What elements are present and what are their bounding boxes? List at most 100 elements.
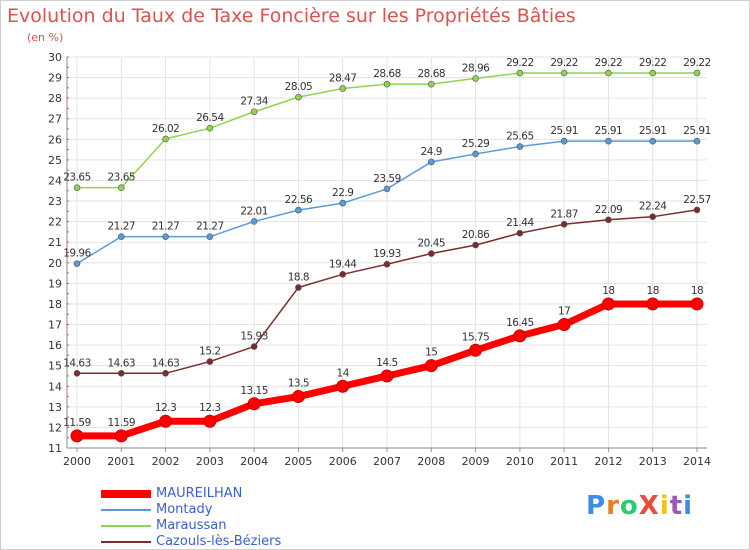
data-label-1: 19.96 xyxy=(63,248,91,260)
data-label-1: 22.56 xyxy=(285,194,313,206)
series-point-0 xyxy=(336,379,350,393)
data-label-1: 25.65 xyxy=(506,131,534,143)
data-label-2: 28.68 xyxy=(373,68,401,80)
series-point-1 xyxy=(560,137,568,145)
data-label-3: 15.93 xyxy=(240,331,268,343)
series-point-2 xyxy=(649,69,657,77)
data-label-0: 12.3 xyxy=(199,402,220,414)
data-label-1: 25.91 xyxy=(550,125,578,137)
x-tick-label: 2002 xyxy=(152,455,180,468)
brand-letter: X xyxy=(638,491,660,521)
series-point-0 xyxy=(114,429,128,443)
chart-title: Evolution du Taux de Taxe Foncière sur l… xyxy=(7,5,576,27)
data-label-2: 26.54 xyxy=(196,112,224,124)
data-label-0: 12.3 xyxy=(155,402,176,414)
series-point-2 xyxy=(560,69,568,77)
y-tick-label: 26 xyxy=(48,133,62,146)
series-point-1 xyxy=(250,218,258,225)
brand-letter: o xyxy=(619,491,639,521)
series-point-2 xyxy=(605,69,612,77)
series-point-2 xyxy=(383,80,391,88)
data-label-1: 21.27 xyxy=(152,221,180,233)
y-tick-label: 17 xyxy=(48,319,62,332)
data-label-0: 16.45 xyxy=(506,317,534,329)
data-label-1: 21.27 xyxy=(196,221,224,233)
legend-label: Cazouls-lès-Béziers xyxy=(156,534,282,549)
x-tick-label: 2000 xyxy=(63,455,91,468)
brand-letter: t xyxy=(669,491,684,521)
series-point-0 xyxy=(291,390,305,404)
legend-label: Maraussan xyxy=(156,518,227,533)
y-tick-label: 29 xyxy=(48,72,62,85)
series-point-3 xyxy=(560,221,568,228)
data-label-0: 11.59 xyxy=(108,417,136,429)
series-point-3 xyxy=(339,271,347,278)
y-tick-label: 14 xyxy=(48,380,62,393)
data-label-2: 23.65 xyxy=(63,172,91,184)
y-tick-label: 16 xyxy=(48,339,62,352)
x-tick-label: 2014 xyxy=(683,455,711,468)
y-tick-label: 19 xyxy=(48,277,62,290)
data-label-0: 15 xyxy=(425,347,437,359)
series-point-3 xyxy=(427,250,435,257)
y-tick-label: 25 xyxy=(48,154,62,167)
brand-logo: ProXiti xyxy=(586,491,693,521)
series-point-2 xyxy=(427,80,435,88)
y-tick-label: 27 xyxy=(48,113,62,126)
data-label-1: 25.91 xyxy=(683,125,711,137)
x-tick-label: 2008 xyxy=(417,455,445,468)
series-point-2 xyxy=(472,75,479,82)
x-tick-label: 2005 xyxy=(284,455,312,468)
y-tick-label: 12 xyxy=(48,421,62,434)
legend-swatch xyxy=(101,541,151,543)
data-label-2: 28.05 xyxy=(285,81,313,93)
data-label-1: 25.91 xyxy=(595,125,623,137)
series-point-2 xyxy=(295,93,302,101)
data-label-2: 29.22 xyxy=(506,57,534,69)
brand-letter: r xyxy=(606,491,620,521)
data-label-3: 14.63 xyxy=(108,357,136,369)
series-point-3 xyxy=(383,260,391,268)
data-label-2: 26.02 xyxy=(152,123,180,135)
data-label-3: 22.09 xyxy=(595,204,623,216)
y-tick-label: 13 xyxy=(48,401,62,414)
legend-label: Montady xyxy=(156,502,213,517)
series-point-2 xyxy=(250,108,258,116)
data-label-2: 29.22 xyxy=(595,57,623,69)
data-label-3: 14.63 xyxy=(152,357,180,369)
series-point-3 xyxy=(693,206,701,214)
y-tick-label: 22 xyxy=(48,216,62,229)
series-point-2 xyxy=(73,184,81,191)
series-point-3 xyxy=(516,229,524,237)
legend-swatch xyxy=(101,509,151,511)
data-label-3: 22.24 xyxy=(639,201,667,213)
series-point-1 xyxy=(339,199,347,207)
series-point-0 xyxy=(424,359,438,373)
series-point-2 xyxy=(516,69,524,77)
series-point-1 xyxy=(206,233,214,240)
series-point-1 xyxy=(693,137,701,145)
data-label-3: 21.44 xyxy=(506,217,534,229)
brand-letter: i xyxy=(683,491,694,521)
brand-letter: P xyxy=(586,491,607,521)
data-label-0: 13.15 xyxy=(240,385,268,397)
series-point-0 xyxy=(70,429,84,443)
series-point-0 xyxy=(513,329,527,343)
legend-swatch xyxy=(101,490,151,498)
series-point-1 xyxy=(472,150,479,158)
y-tick-label: 28 xyxy=(48,92,62,105)
data-label-0: 17 xyxy=(558,306,570,318)
x-tick-label: 2013 xyxy=(639,455,667,468)
y-tick-label: 24 xyxy=(48,174,62,187)
series-point-3 xyxy=(117,369,125,377)
x-tick-label: 2012 xyxy=(594,455,622,468)
series-point-1 xyxy=(73,260,81,267)
y-tick-label: 15 xyxy=(48,360,62,373)
series-point-1 xyxy=(295,206,302,214)
data-label-2: 28.68 xyxy=(418,68,446,80)
y-tick-label: 21 xyxy=(48,236,62,249)
data-label-2: 23.65 xyxy=(108,172,136,184)
series-point-3 xyxy=(250,343,258,350)
series-point-1 xyxy=(649,137,657,145)
